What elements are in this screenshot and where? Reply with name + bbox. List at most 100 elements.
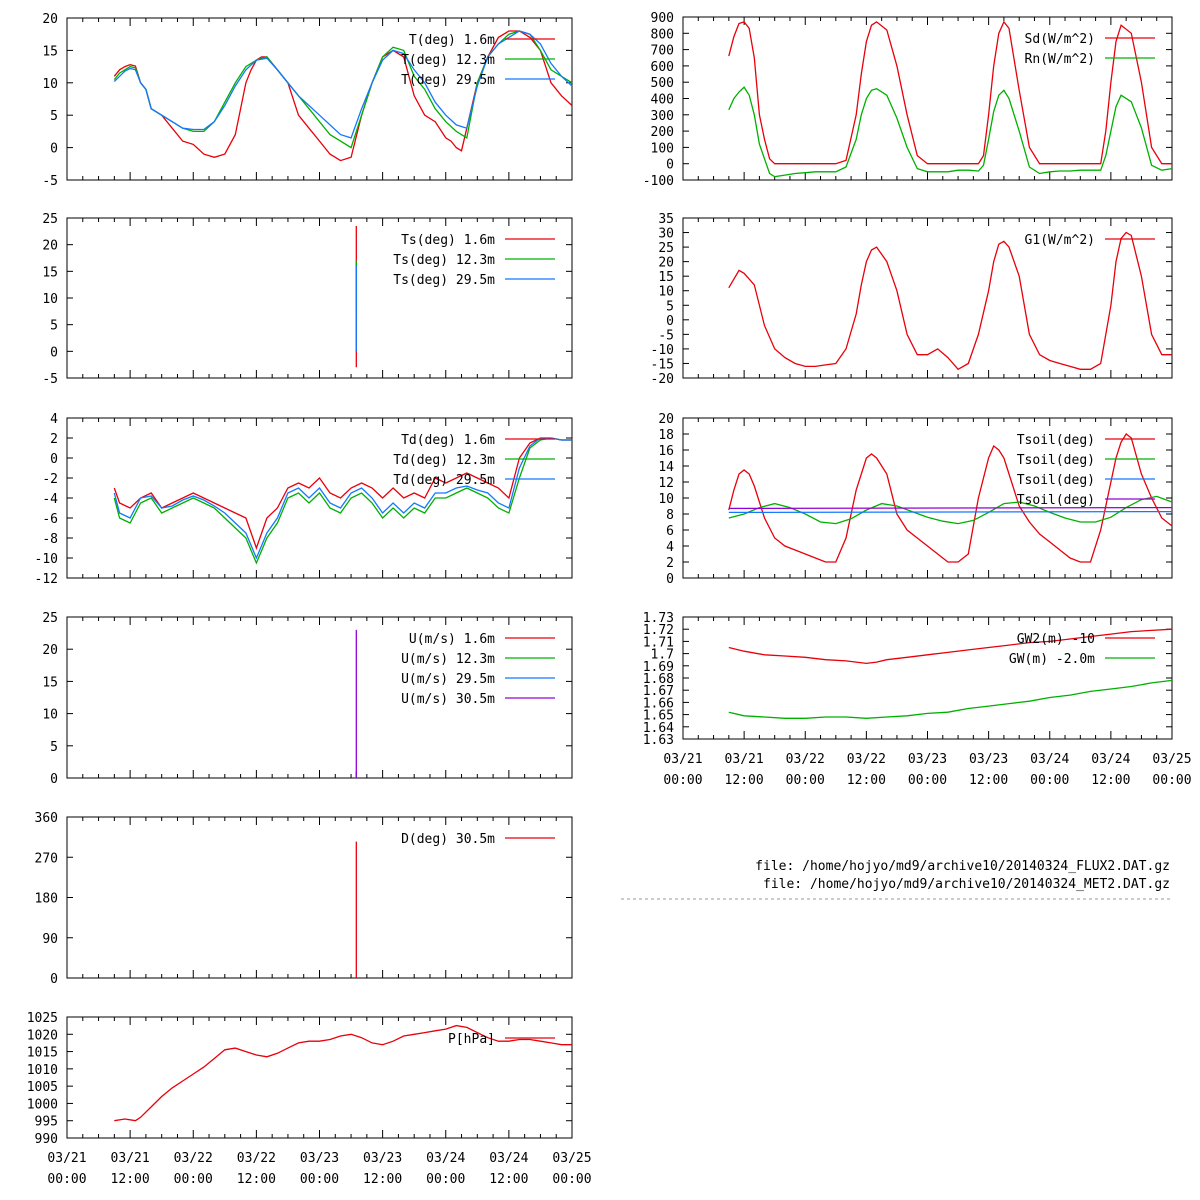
- y-tick-label: 1.72: [643, 623, 674, 638]
- legend-label: Ts(deg) 29.5m: [393, 273, 495, 288]
- y-tick-label: 100: [651, 141, 674, 156]
- y-tick-label: 10: [42, 292, 58, 307]
- legend-label: Ts(deg) 1.6m: [401, 233, 495, 248]
- y-tick-label: 400: [651, 93, 674, 108]
- legend-label: T(deg) 1.6m: [409, 33, 495, 48]
- y-tick-label: 20: [42, 239, 58, 254]
- x-tick-label-time: 00:00: [1152, 773, 1191, 788]
- series-line-red: [728, 20, 1172, 165]
- x-tick-label-time: 00:00: [1030, 773, 1069, 788]
- y-tick-label: 18: [658, 428, 674, 443]
- x-tick-label-date: 03/24: [1030, 752, 1069, 767]
- plot-frame: [682, 16, 1173, 181]
- x-tick-label-date: 03/22: [174, 1151, 213, 1166]
- y-tick-label: 1.64: [643, 721, 674, 736]
- y-tick-label: 25: [42, 212, 58, 227]
- series-line-green: [728, 679, 1173, 719]
- series-line-red: [728, 628, 1173, 665]
- series-line-green: [728, 86, 1173, 178]
- y-tick-label: 15: [658, 270, 674, 285]
- x-tick-label-time: 12:00: [237, 1172, 276, 1187]
- x-tick-label-time: 00:00: [552, 1172, 591, 1187]
- x-tick-label-time: 12:00: [725, 773, 764, 788]
- y-tick-label: -20: [651, 372, 674, 387]
- y-tick-label: 900: [651, 11, 674, 26]
- y-tick-label: 12: [658, 476, 674, 491]
- y-tick-label: 15: [42, 44, 58, 59]
- y-tick-label: 200: [651, 125, 674, 140]
- y-tick-label: 2: [666, 556, 674, 571]
- x-tick-label-time: 12:00: [847, 773, 886, 788]
- x-tick-label-date: 03/21: [725, 752, 764, 767]
- y-tick-label: 10: [42, 708, 58, 723]
- legend-label: Rn(W/m^2): [1025, 52, 1095, 67]
- y-tick-label: 25: [658, 241, 674, 256]
- chart-panel-2: -12 -10 -8 -6 -4 -2 0 2 4 Td(deg) 1.6m Td(deg) 12.…: [35, 412, 573, 587]
- y-tick-label: -12: [35, 572, 58, 587]
- y-tick-label: -10: [651, 343, 674, 358]
- y-tick-label: 500: [651, 76, 674, 91]
- y-tick-label: 1.71: [643, 635, 674, 650]
- y-tick-label: 14: [658, 460, 674, 475]
- y-tick-label: 1005: [27, 1080, 58, 1095]
- x-tick-label-time: 00:00: [174, 1172, 213, 1187]
- chart-panel-0: -5 0 5 10 15 20 T(deg) 1.6m T(deg) 12.3m T(deg) …: [42, 12, 573, 189]
- y-tick-label: 0: [50, 972, 58, 987]
- x-tick-label-date: 03/23: [363, 1151, 402, 1166]
- y-tick-label: 2: [50, 432, 58, 447]
- x-tick-label-time: 00:00: [300, 1172, 339, 1187]
- x-tick-label-date: 03/24: [426, 1151, 465, 1166]
- chart-panel-3: 0 5 10 15 20 25 U(m/s) 1.6m U(m/s) 12.3m U(m/s) …: [42, 611, 573, 787]
- legend-label: Ts(deg) 12.3m: [393, 253, 495, 268]
- y-tick-label: 16: [658, 444, 674, 459]
- y-tick-label: 1.65: [643, 709, 674, 724]
- y-tick-label: 990: [35, 1132, 58, 1147]
- y-tick-label: -10: [35, 552, 58, 567]
- plot-frame: [66, 1016, 573, 1139]
- y-tick-label: 600: [651, 60, 674, 75]
- x-tick-label-date: 03/24: [1091, 752, 1130, 767]
- legend-label: P[hPa]: [448, 1032, 495, 1047]
- y-tick-label: 1000: [27, 1097, 58, 1112]
- series-line-red: [114, 1024, 572, 1122]
- plot-frame: [682, 417, 1173, 579]
- file-label-flux: file: /home/hojyo/md9/archive10/20140324…: [755, 859, 1170, 874]
- y-tick-label: 10: [658, 285, 674, 300]
- legend-label: U(m/s) 1.6m: [409, 632, 495, 647]
- y-tick-label: 1.68: [643, 672, 674, 687]
- y-tick-label: -5: [658, 328, 674, 343]
- legend-label: Tsoil(deg): [1017, 493, 1095, 508]
- series-line-blue: [113, 30, 573, 139]
- plot-frame: [66, 816, 573, 979]
- y-tick-label: 0: [50, 345, 58, 360]
- x-tick-label-date: 03/24: [489, 1151, 528, 1166]
- legend-label: Td(deg) 29.5m: [393, 473, 495, 488]
- x-tick-label-date: 03/23: [969, 752, 1008, 767]
- x-tick-label-time: 00:00: [663, 773, 702, 788]
- legend-label: Tsoil(deg): [1017, 453, 1095, 468]
- legend-label: Tsoil(deg): [1017, 433, 1095, 448]
- x-tick-label-time: 00:00: [426, 1172, 465, 1187]
- y-tick-label: 0: [50, 452, 58, 467]
- legend-label: Td(deg) 12.3m: [393, 453, 495, 468]
- y-tick-label: -5: [42, 174, 58, 189]
- y-tick-label: 800: [651, 27, 674, 42]
- y-tick-label: 20: [658, 256, 674, 271]
- x-tick-label-date: 03/25: [1152, 752, 1191, 767]
- y-tick-label: 1.69: [643, 660, 674, 675]
- plot-frame: [66, 217, 573, 379]
- y-tick-label: 700: [651, 44, 674, 59]
- y-tick-label: -5: [42, 372, 58, 387]
- y-tick-label: 995: [35, 1115, 58, 1130]
- y-tick-label: 270: [35, 851, 58, 866]
- x-tick-label-date: 03/23: [908, 752, 947, 767]
- x-axis-labels-right: 03/21 00:00 03/21 12:00 03/22 00:00 03/22 12:00…: [663, 752, 1191, 788]
- chart-panel-1: -5 0 5 10 15 20 25 Ts(deg) 1.6m Ts(deg) 12.3m Ts(…: [42, 212, 573, 387]
- chart-panel-4: 0 90 180 270 360 D(deg) 30.5m: [35, 811, 573, 987]
- y-tick-label: -15: [651, 357, 674, 372]
- y-tick-label: 0: [666, 158, 674, 173]
